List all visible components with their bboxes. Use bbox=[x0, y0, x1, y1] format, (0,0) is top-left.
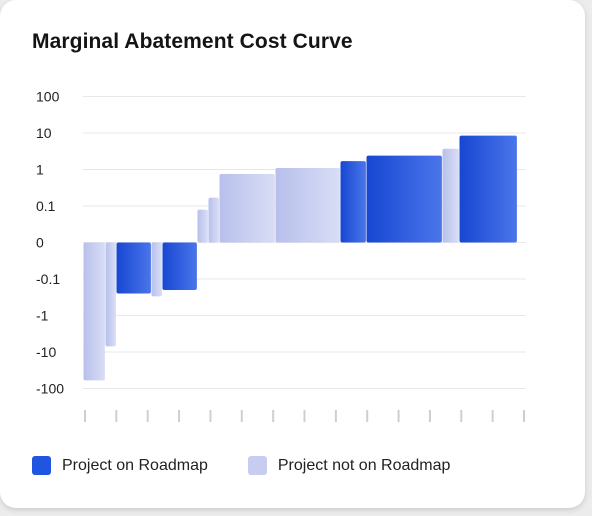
bar-not-roadmap bbox=[105, 242, 116, 347]
y-tick-label: 1 bbox=[36, 162, 44, 178]
chart-legend: Project on Roadmap Project not on Roadma… bbox=[32, 456, 490, 475]
bar-not-roadmap bbox=[275, 167, 340, 243]
legend-label-not-roadmap: Project not on Roadmap bbox=[277, 456, 451, 474]
y-tick-label: 0.1 bbox=[36, 198, 56, 214]
bar-roadmap bbox=[162, 242, 197, 290]
legend-label-roadmap: Project on Roadmap bbox=[62, 456, 208, 474]
legend-swatch-not-roadmap bbox=[247, 456, 267, 475]
legend-swatch-roadmap bbox=[32, 456, 51, 475]
bar-roadmap bbox=[116, 242, 151, 294]
y-tick-label: -0.1 bbox=[36, 271, 60, 287]
bar-not-roadmap bbox=[197, 209, 208, 243]
bar-roadmap bbox=[459, 135, 517, 243]
y-tick-label: -100 bbox=[36, 381, 64, 397]
bar-roadmap bbox=[366, 155, 442, 243]
y-tick-label: 0 bbox=[36, 235, 44, 251]
chart-title: Marginal Abatement Cost Curve bbox=[32, 30, 353, 53]
y-tick-label: -10 bbox=[36, 344, 56, 360]
bar-not-roadmap bbox=[83, 242, 105, 381]
y-tick-label: -1 bbox=[36, 308, 49, 324]
bar-not-roadmap bbox=[442, 148, 459, 243]
bar-not-roadmap bbox=[219, 174, 275, 243]
bar-roadmap bbox=[340, 161, 366, 243]
chart-plot: 100 10 1 0.1 0 -0.1 -1 -10 -100 bbox=[36, 89, 526, 422]
y-tick-label: 100 bbox=[36, 89, 60, 105]
legend-item-roadmap: Project on Roadmap bbox=[32, 456, 208, 475]
bar-not-roadmap bbox=[208, 197, 219, 243]
bar-not-roadmap bbox=[151, 242, 162, 297]
legend-item-not-roadmap: Project not on Roadmap bbox=[247, 456, 451, 475]
chart-card: Marginal Abatement Cost Curve 100 10 1 0.1 0… bbox=[0, 0, 585, 508]
y-tick-label: 10 bbox=[36, 125, 52, 141]
